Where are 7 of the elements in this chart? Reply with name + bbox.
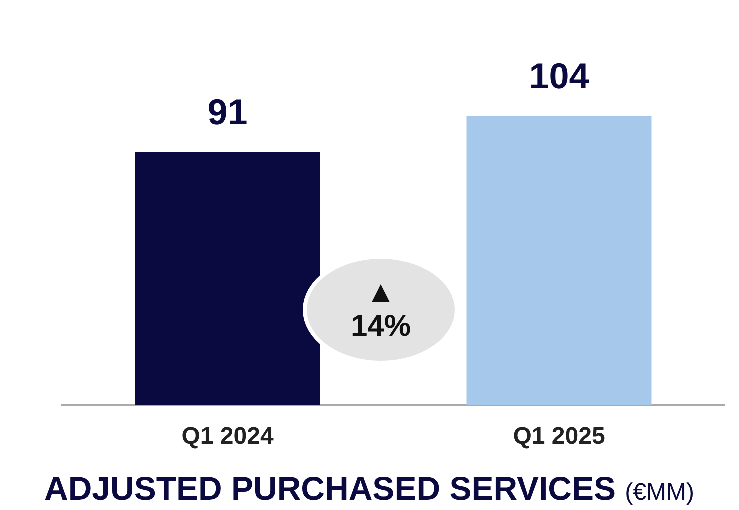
text: (€MM) [625,479,694,506]
text: ADJUSTED PURCHASED SERVICES [44,470,616,507]
data-label: 104 [529,55,590,96]
x-tick-label: Q1 2024 [182,423,274,450]
data-label: 91 [208,91,248,132]
annotation: ▲ 14% [350,276,412,344]
x-tick-label: Q1 2025 [513,423,606,450]
